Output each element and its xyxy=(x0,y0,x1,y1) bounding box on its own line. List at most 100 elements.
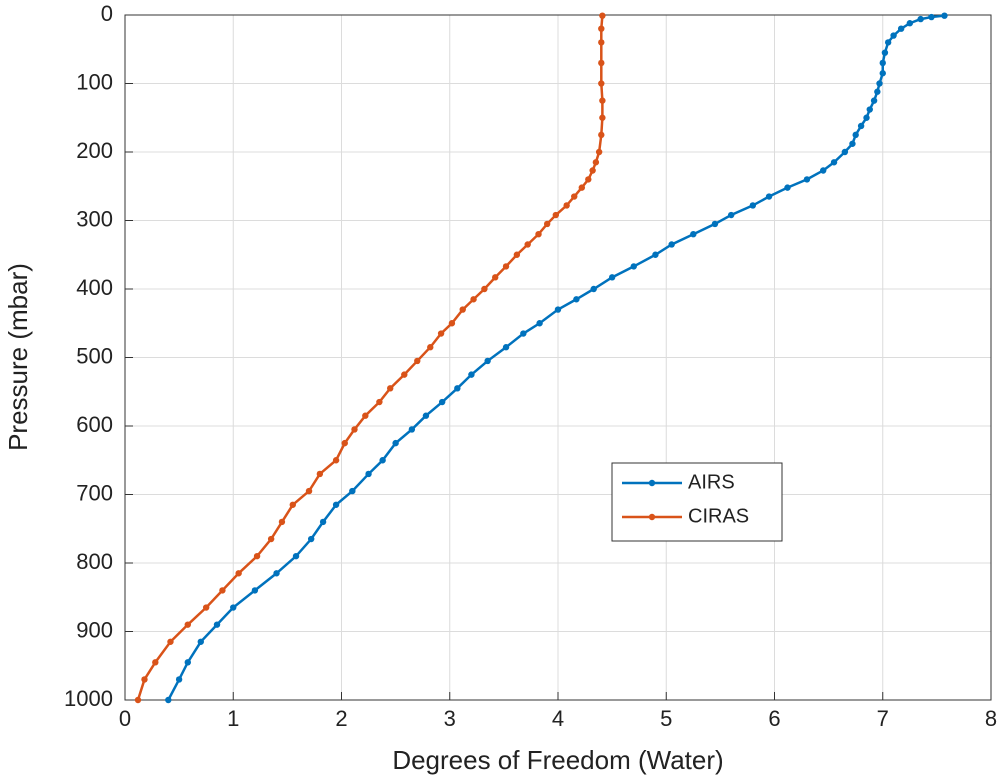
data-point xyxy=(849,140,856,147)
data-point xyxy=(167,638,174,645)
legend-marker xyxy=(648,479,656,487)
x-tick-label: 4 xyxy=(552,706,564,731)
data-point xyxy=(870,97,878,104)
data-point xyxy=(536,320,543,327)
data-point xyxy=(573,296,580,303)
data-point xyxy=(437,330,445,337)
data-point xyxy=(392,439,399,447)
y-tick-label: 200 xyxy=(76,138,113,163)
data-point xyxy=(484,357,491,365)
data-point xyxy=(376,398,383,406)
data-point xyxy=(213,621,221,628)
data-point xyxy=(599,114,606,121)
y-tick-label: 400 xyxy=(76,275,113,300)
y-tick-label: 800 xyxy=(76,549,113,574)
x-axis-label: Degrees of Freedom (Water) xyxy=(392,745,723,775)
data-point xyxy=(427,344,434,351)
data-point xyxy=(379,457,386,464)
data-point xyxy=(235,570,242,577)
data-point xyxy=(652,251,659,258)
data-point xyxy=(941,12,948,19)
data-point xyxy=(749,202,757,209)
legend-label: CIRAS xyxy=(688,505,749,527)
data-point xyxy=(590,285,597,293)
data-point xyxy=(592,159,600,166)
data-point xyxy=(906,20,914,27)
data-point xyxy=(219,587,226,594)
data-point xyxy=(784,184,791,191)
data-point xyxy=(365,470,372,478)
legend-marker xyxy=(648,513,656,521)
data-point xyxy=(578,184,586,191)
data-point xyxy=(332,457,340,464)
data-point xyxy=(598,131,605,139)
data-point xyxy=(401,371,408,378)
data-point xyxy=(857,122,865,130)
y-tick-label: 700 xyxy=(76,480,113,505)
data-point xyxy=(184,621,191,628)
data-point xyxy=(543,220,551,228)
data-point xyxy=(668,241,675,248)
x-tick-label: 6 xyxy=(768,706,780,731)
data-point xyxy=(589,167,596,174)
data-point xyxy=(305,487,313,495)
data-point xyxy=(524,241,531,248)
data-point xyxy=(454,385,461,392)
data-point xyxy=(175,676,183,683)
data-point xyxy=(292,552,300,560)
data-point xyxy=(349,487,356,495)
data-point xyxy=(253,552,261,560)
data-point xyxy=(470,296,477,303)
data-point xyxy=(585,176,592,183)
data-point xyxy=(917,15,924,23)
data-point xyxy=(599,12,606,19)
y-tick-label: 0 xyxy=(101,1,113,26)
data-point xyxy=(728,211,735,219)
x-tick-label: 7 xyxy=(877,706,889,731)
data-point xyxy=(571,193,578,200)
data-point xyxy=(319,518,327,526)
data-point xyxy=(598,39,605,46)
data-point xyxy=(502,344,510,351)
data-point xyxy=(492,274,499,281)
data-point xyxy=(202,604,210,611)
x-tick-label: 1 xyxy=(227,706,239,731)
data-point xyxy=(803,176,811,183)
data-point xyxy=(362,412,369,419)
data-point xyxy=(890,32,897,39)
data-point xyxy=(879,70,886,77)
data-point xyxy=(468,371,475,378)
data-point xyxy=(481,285,488,293)
plot-frame xyxy=(124,14,992,701)
data-point xyxy=(881,49,889,56)
data-point xyxy=(197,638,204,645)
data-point xyxy=(599,97,606,104)
data-point xyxy=(230,604,237,611)
data-point xyxy=(165,696,172,704)
data-point xyxy=(341,439,348,447)
data-point xyxy=(841,148,849,156)
data-point xyxy=(152,659,159,666)
data-point xyxy=(598,25,605,32)
y-tick-label: 100 xyxy=(76,69,113,94)
data-point xyxy=(874,88,881,95)
data-point xyxy=(897,25,905,32)
data-point xyxy=(520,330,527,337)
data-point xyxy=(852,131,859,139)
x-tick-label: 8 xyxy=(985,706,997,731)
data-point xyxy=(598,59,605,67)
data-point xyxy=(267,535,275,543)
y-tick-label: 1000 xyxy=(64,686,113,711)
data-point xyxy=(387,385,394,392)
data-point xyxy=(459,306,466,313)
legend-label: AIRS xyxy=(688,471,735,493)
data-point xyxy=(316,470,324,478)
data-point xyxy=(332,501,340,508)
data-point xyxy=(879,59,886,67)
data-point xyxy=(711,220,719,228)
data-point xyxy=(278,518,286,526)
data-point xyxy=(134,696,142,704)
y-tick-label: 600 xyxy=(76,412,113,437)
data-point xyxy=(414,357,421,365)
